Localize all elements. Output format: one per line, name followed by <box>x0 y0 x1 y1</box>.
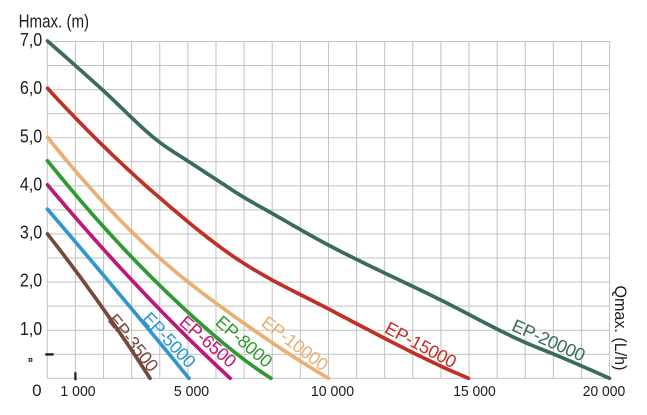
svg-text:Hmax. (m): Hmax. (m) <box>19 11 90 32</box>
svg-text:6,0: 6,0 <box>20 77 42 98</box>
svg-text:10 000: 10 000 <box>311 383 354 400</box>
svg-text:1 000: 1 000 <box>60 383 95 400</box>
svg-text:20 000: 20 000 <box>583 383 626 400</box>
svg-text:5 000: 5 000 <box>174 383 209 400</box>
svg-text:0: 0 <box>32 381 41 400</box>
svg-text:3,0: 3,0 <box>20 222 42 243</box>
svg-text:7,0: 7,0 <box>20 29 42 50</box>
svg-text:4,0: 4,0 <box>20 173 42 194</box>
svg-text:5,0: 5,0 <box>20 125 42 146</box>
svg-text:Qmax. (L/h): Qmax. (L/h) <box>611 286 629 371</box>
svg-text:2,0: 2,0 <box>20 270 42 291</box>
svg-text:1,0: 1,0 <box>20 318 42 339</box>
svg-text:15 000: 15 000 <box>453 383 496 400</box>
